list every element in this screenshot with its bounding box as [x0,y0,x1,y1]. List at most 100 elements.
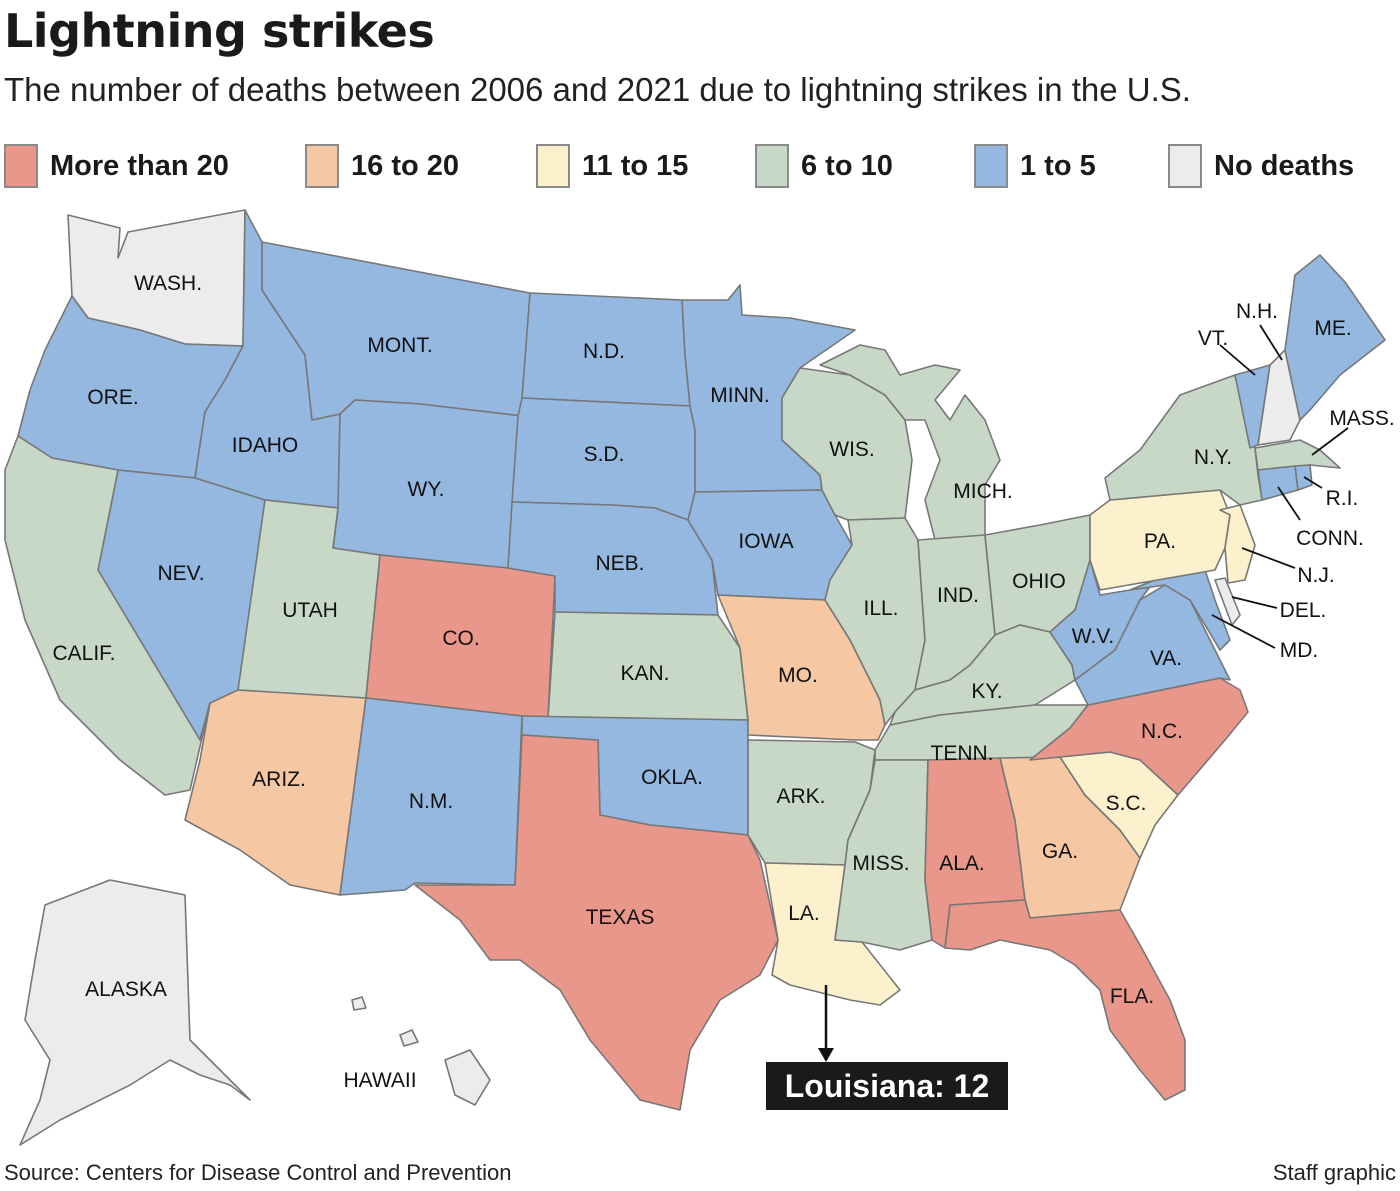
state-label-calif: CALIF. [52,642,115,665]
state-calif [4,435,211,796]
legend-swatch [755,144,789,188]
state-hawaii-island [399,1029,419,1047]
state-label-conn: CONN. [1296,527,1364,550]
state-label-ohio: OHIO [1012,570,1066,593]
legend-item-6-to-10: 6 to 10 [755,142,893,190]
state-ri [1294,464,1313,491]
state-nj [1219,504,1256,584]
state-label-neb: NEB. [595,552,644,575]
state-label-wis: WIS. [829,438,875,461]
state-label-va: VA. [1150,647,1182,670]
legend-swatch [305,144,339,188]
state-label-nm: N.M. [409,790,453,813]
state-label-okla: OKLA. [641,766,703,789]
state-label-ark: ARK. [776,785,825,808]
state-label-md: MD. [1280,639,1319,662]
state-del [1214,577,1241,626]
state-label-sc: S.C. [1106,792,1147,815]
state-hawaii-island [351,996,367,1011]
state-alaska [19,879,251,1146]
state-label-nd: N.D. [583,340,625,363]
state-label-co: CO. [442,627,479,650]
state-label-ga: GA. [1042,840,1078,863]
state-label-mich: MICH. [953,480,1013,503]
state-label-sd: S.D. [584,443,625,466]
source-note: Source: Centers for Disease Control and … [4,1160,512,1185]
callout-label: Louisiana: 12 [785,1068,990,1104]
state-label-la: LA. [788,902,820,925]
state-label-pa: PA. [1144,530,1176,553]
state-label-nc: N.C. [1141,720,1183,743]
state-hawaii [444,1049,491,1106]
state-label-wv: W.V. [1072,625,1114,648]
state-label-kan: KAN. [620,662,669,685]
legend-label: 16 to 20 [351,149,459,182]
state-label-ore: ORE. [87,386,138,409]
state-label-wash: WASH. [134,272,202,295]
map-subtitle: The number of deaths between 2006 and 20… [4,71,1191,108]
state-label-nh: N.H. [1236,300,1278,323]
state-me [1284,254,1386,421]
state-label-mont: MONT. [367,334,432,357]
state-label-ky: KY. [971,680,1002,703]
state-label-texas: TEXAS [586,906,655,929]
leader-line-del [1231,596,1278,609]
legend-swatch [1168,144,1202,188]
legend-label: More than 20 [50,149,229,182]
state-label-nev: NEV. [157,562,204,585]
state-label-hawaii: HAWAII [343,1069,416,1092]
state-ariz [184,689,367,896]
leader-line-nh [1259,324,1283,361]
leader-line-md [1211,614,1276,649]
state-label-ri: R.I. [1326,487,1359,510]
state-label-me: ME. [1314,317,1351,340]
state-label-tenn: TENN. [931,742,994,765]
state-label-vt: VT. [1198,327,1228,350]
legend-item-more-than-20: More than 20 [4,142,229,190]
state-label-ariz: ARIZ. [252,768,306,791]
state-label-minn: MINN. [710,384,770,407]
callout-box [766,1062,1008,1110]
state-texas [414,734,779,1111]
state-label-miss: MISS. [852,852,909,875]
state-label-wy: WY. [408,478,445,501]
credit-note: Staff graphic [1272,1160,1396,1185]
legend-label: 6 to 10 [801,149,893,182]
legend-label: 11 to 15 [582,149,689,182]
legend-swatch [4,144,38,188]
state-label-fla: FLA. [1110,985,1154,1008]
leader-lines [1211,324,1349,649]
state-nc [1029,677,1249,796]
state-label-alaska: ALASKA [85,978,167,1001]
legend-swatch [974,144,1008,188]
state-label-mass: MASS. [1329,407,1394,430]
state-label-nj: N.J. [1297,564,1334,587]
louisiana-callout: Louisiana: 12 [766,985,1008,1110]
state-label-idaho: IDAHO [232,434,299,457]
legend-item-1-to-5: 1 to 5 [974,142,1096,190]
leader-line-vt [1219,344,1256,376]
state-label-ill: ILL. [863,597,898,620]
leader-line-mass [1311,427,1349,456]
state-mich [819,344,1001,541]
state-label-mo: MO. [778,664,818,687]
state-label-utah: UTAH [282,599,338,622]
us-map-svg: WASH. ORE. CALIF. NEV. IDAHO MONT. WY. U… [4,209,1395,1146]
state-label-ny: N.Y. [1194,446,1232,469]
legend-item-11-to-15: 11 to 15 [536,142,688,190]
us-map: WASH. ORE. CALIF. NEV. IDAHO MONT. WY. U… [0,200,1400,1160]
leader-line-ri [1303,476,1323,489]
map-title: Lightning strikes [4,4,435,58]
legend-item-16-to-20: 16 to 20 [305,142,459,190]
legend-label: No deaths [1214,149,1355,182]
state-labels: WASH. ORE. CALIF. NEV. IDAHO MONT. WY. U… [52,272,1394,1092]
legend-swatch [536,144,570,188]
state-label-ala: ALA. [939,852,985,875]
callout-pointer-tip [818,1048,834,1062]
legend-label: 1 to 5 [1020,149,1096,182]
state-fla [944,899,1186,1101]
state-neb [507,501,719,616]
leader-line-nj [1241,547,1296,569]
state-label-ind: IND. [937,584,979,607]
legend: More than 20 16 to 20 11 to 15 6 to 10 1… [0,142,1400,190]
